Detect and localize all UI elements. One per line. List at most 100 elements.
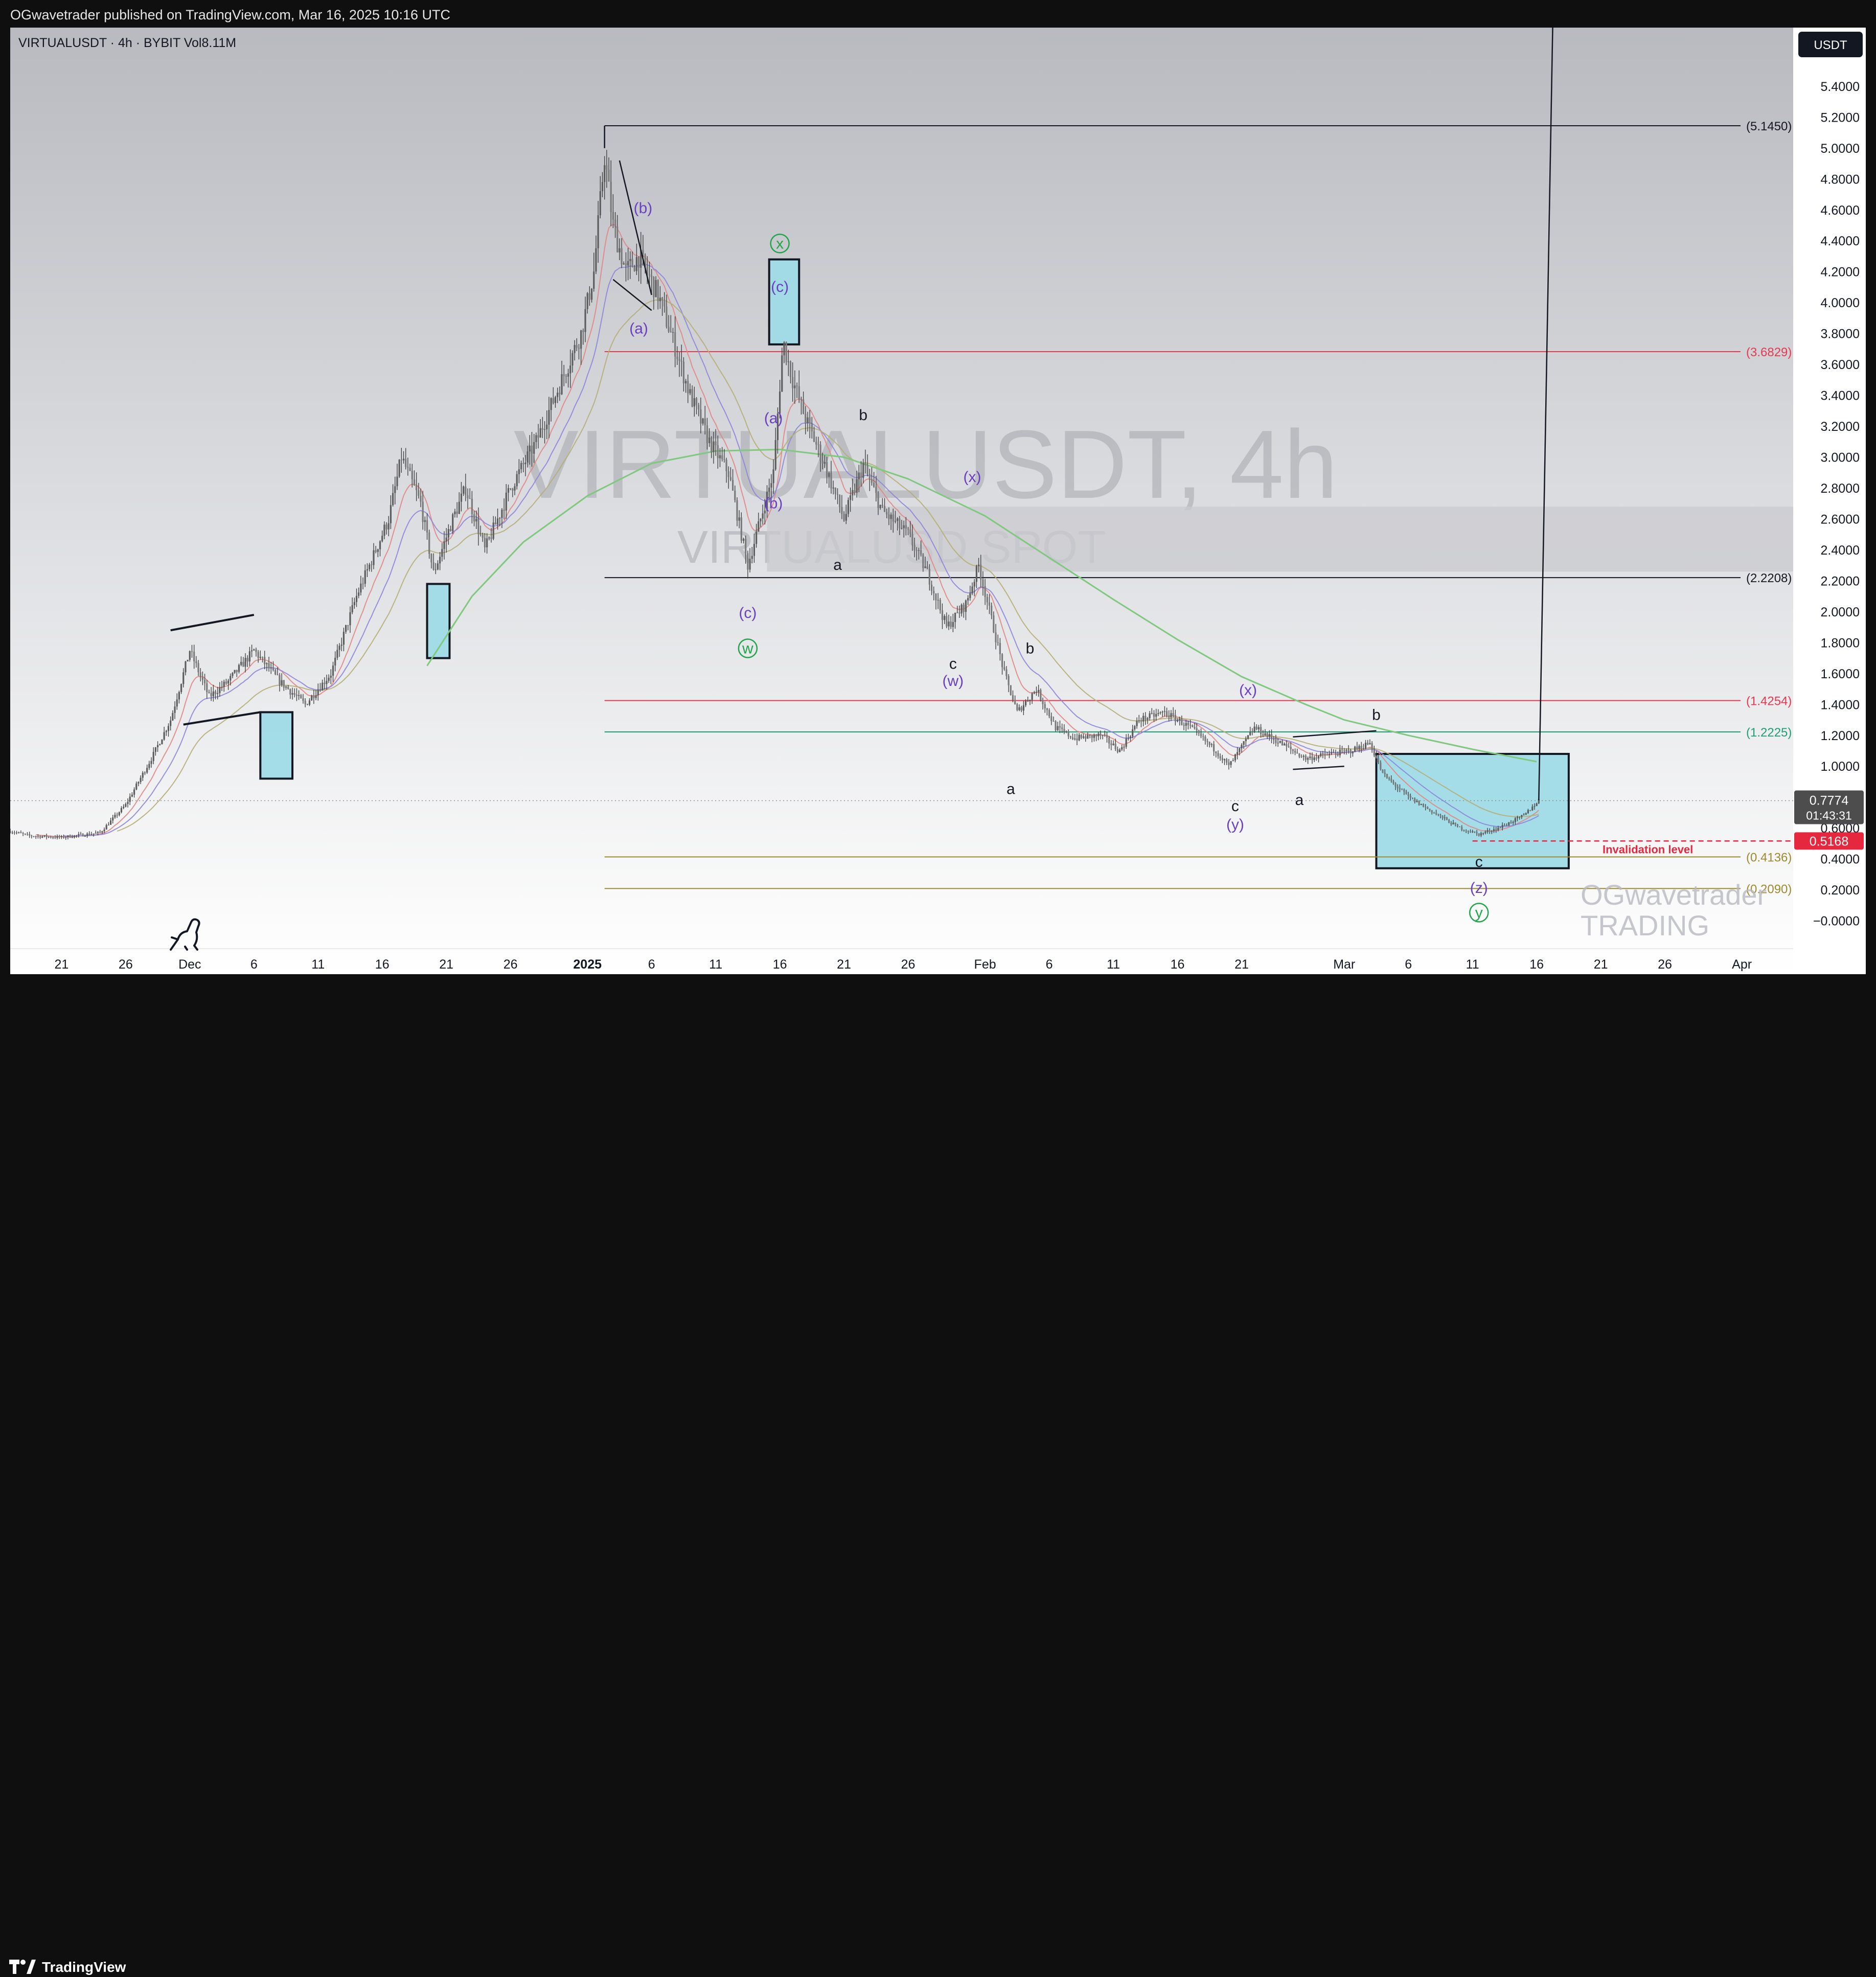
- candle: [31, 835, 33, 839]
- candle: [1239, 748, 1241, 755]
- candle-body: [1059, 726, 1061, 728]
- candle-body: [619, 248, 621, 252]
- candle-body: [779, 391, 781, 414]
- candle: [774, 427, 776, 471]
- candle-body: [815, 442, 817, 445]
- candle-body: [907, 528, 909, 530]
- candle: [86, 832, 88, 838]
- candle-body: [379, 541, 381, 549]
- candle-body: [576, 345, 578, 348]
- candle: [127, 798, 129, 808]
- candle: [456, 502, 458, 518]
- candle: [39, 835, 41, 839]
- candle-body: [402, 458, 405, 461]
- candle: [18, 832, 20, 834]
- candle-body: [1057, 726, 1059, 730]
- candle: [1386, 773, 1388, 779]
- candle: [257, 650, 259, 663]
- candle-body: [1422, 803, 1425, 807]
- target-box-2: [426, 583, 451, 659]
- candle: [1200, 728, 1202, 739]
- candle: [1360, 742, 1362, 753]
- candle: [1059, 720, 1061, 733]
- candle-body: [866, 465, 868, 474]
- candle-body: [1140, 720, 1142, 722]
- candle-body: [1063, 729, 1065, 732]
- candle: [364, 564, 366, 587]
- candle-body: [881, 504, 883, 507]
- candle: [266, 662, 268, 672]
- candle: [535, 432, 537, 449]
- wave-label-10: (c): [739, 605, 757, 622]
- candle-body: [1194, 727, 1196, 728]
- candle: [1116, 746, 1119, 753]
- candle-body: [445, 537, 447, 542]
- candle: [708, 428, 711, 447]
- candle-body: [719, 455, 721, 458]
- candle: [452, 513, 454, 534]
- y-tick-label-2: 5.2000: [1821, 110, 1860, 125]
- candle-body: [266, 663, 268, 664]
- candle: [355, 588, 358, 607]
- candle-body: [1121, 747, 1123, 750]
- candle: [715, 429, 717, 456]
- candle-body: [999, 642, 1001, 654]
- candle-body: [794, 385, 796, 388]
- candle-body: [154, 747, 156, 752]
- last-price-badge-bg: [1794, 790, 1864, 824]
- candle: [674, 316, 676, 367]
- candle-body: [156, 745, 159, 747]
- candle-body: [1450, 823, 1452, 824]
- candle-body: [1226, 759, 1228, 763]
- candle: [1358, 744, 1360, 753]
- candle: [41, 835, 43, 838]
- wave-label-19: a: [1295, 792, 1304, 809]
- candle-body: [984, 586, 986, 597]
- candle-body: [1352, 752, 1354, 753]
- candle: [1472, 830, 1474, 833]
- candle: [1048, 708, 1050, 719]
- candle-body: [1125, 739, 1127, 747]
- candle: [1467, 830, 1469, 834]
- candle-body: [1003, 667, 1005, 670]
- y-tick-label-22: 1.2000: [1821, 729, 1860, 743]
- candle-body: [760, 518, 762, 522]
- candle: [1461, 825, 1463, 832]
- candle: [907, 526, 909, 536]
- candle-body: [527, 451, 529, 463]
- candle-body: [501, 510, 503, 518]
- candle: [659, 286, 661, 309]
- candle: [140, 775, 142, 785]
- candle: [154, 747, 156, 756]
- candle-body: [458, 501, 460, 514]
- candle-body: [1008, 676, 1010, 685]
- candle-body: [1403, 789, 1405, 792]
- candle: [597, 201, 599, 263]
- candle: [1230, 761, 1232, 768]
- candle: [195, 656, 197, 668]
- chart-frame[interactable]: VIRTUALUSDT, 4h VIRTUALUSD SPOT (5.1450)…: [10, 28, 1866, 974]
- candle: [1210, 743, 1213, 748]
- candle: [873, 472, 875, 488]
- candle: [486, 533, 488, 554]
- price-chart[interactable]: VIRTUALUSDT, 4h VIRTUALUSD SPOT (5.1450)…: [10, 28, 1866, 974]
- currency-button[interactable]: USDT: [1798, 32, 1863, 57]
- y-tick-label-26: 0.2000: [1821, 883, 1860, 898]
- candle-body: [392, 493, 394, 505]
- dinosaur-icon[interactable]: [170, 918, 200, 951]
- candle: [520, 461, 522, 473]
- tradingview-logo[interactable]: TradingView: [9, 1957, 203, 1977]
- x-tick-label-24: 21: [1594, 957, 1608, 972]
- candle-body: [1270, 734, 1273, 739]
- candle-body: [385, 524, 387, 530]
- candle-body: [1029, 700, 1031, 702]
- candle: [1262, 730, 1264, 738]
- chart-watermark: VIRTUALUSDT, 4h: [514, 410, 1338, 519]
- candle-body: [1001, 654, 1003, 668]
- candle: [1478, 833, 1480, 837]
- candle: [434, 563, 437, 574]
- candle-body: [1087, 734, 1089, 739]
- candle: [576, 338, 578, 351]
- y-tick-label-10: 3.6000: [1821, 358, 1860, 372]
- candle: [240, 656, 242, 666]
